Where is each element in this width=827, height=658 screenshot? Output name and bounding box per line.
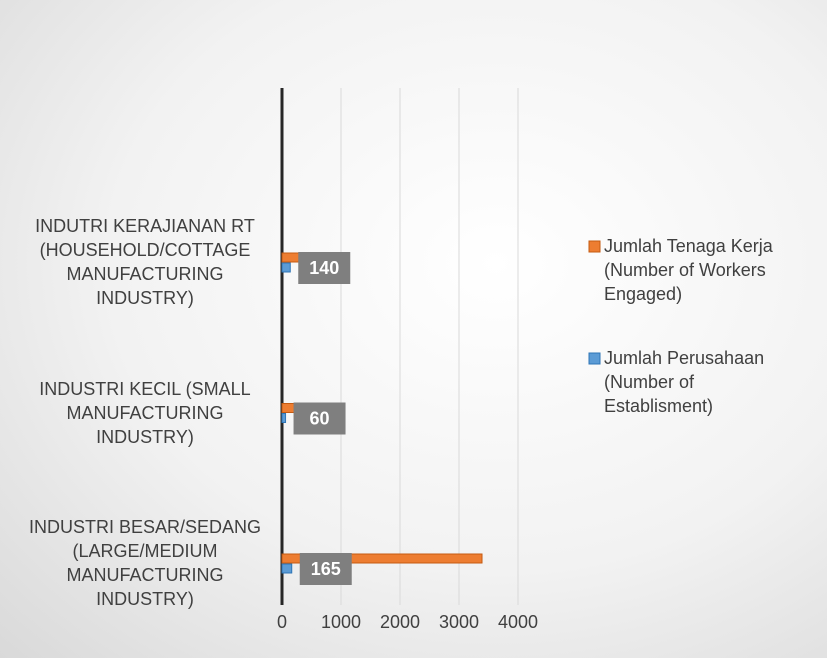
data-label-box bbox=[298, 252, 351, 284]
bar bbox=[281, 553, 483, 564]
data-label: 140 bbox=[309, 258, 339, 278]
category-label: INDUSTRI BESAR/SEDANG (LARGE/MEDIUM MANU… bbox=[28, 517, 262, 609]
category-label: INDUSTRI KECIL (SMALL MANUFACTURING INDU… bbox=[39, 378, 251, 447]
bar bbox=[281, 563, 293, 574]
bar bbox=[281, 413, 287, 423]
data-label-box bbox=[299, 553, 352, 585]
data-label: 165 bbox=[311, 559, 341, 579]
category-label: INDUTRI KERAJIANAN RT (HOUSEHOLD/COTTAGE… bbox=[35, 216, 255, 308]
x-tick-label: 3000 bbox=[439, 612, 479, 632]
bar bbox=[281, 262, 291, 273]
legend-swatch bbox=[588, 240, 601, 253]
data-label: 60 bbox=[310, 409, 330, 429]
x-tick-label: 4000 bbox=[498, 612, 538, 632]
x-tick-label: 2000 bbox=[380, 612, 420, 632]
legend-swatch bbox=[588, 352, 601, 365]
legend-label: Jumlah Tenaga Kerja (Number of Workers E… bbox=[604, 236, 773, 304]
x-tick-label: 1000 bbox=[321, 612, 361, 632]
legend-label: Jumlah Perusahaan (Number of Establismen… bbox=[604, 348, 765, 416]
x-tick-label: 0 bbox=[277, 612, 287, 632]
data-label-box bbox=[293, 402, 346, 435]
